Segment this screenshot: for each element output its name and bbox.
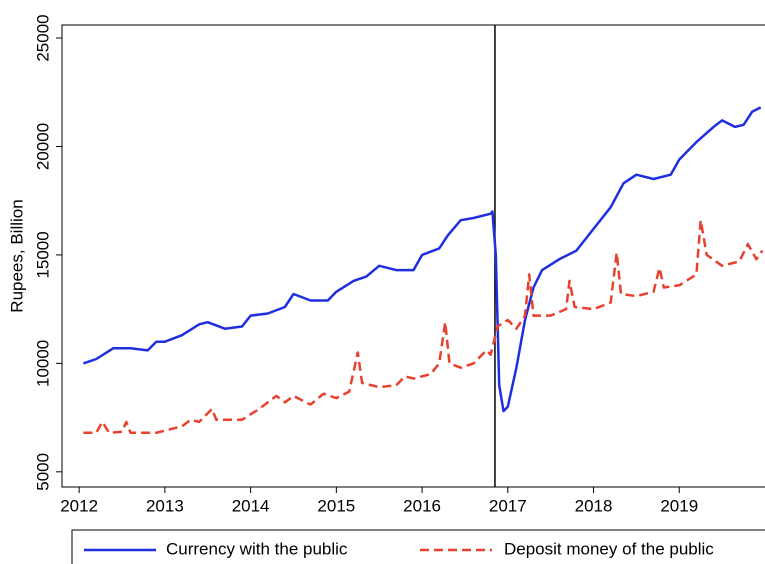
- y-tick-label: 10000: [33, 340, 52, 387]
- plot-frame: [61, 24, 765, 488]
- x-tick-label: 2013: [146, 496, 184, 515]
- x-tick-label: 2017: [489, 496, 527, 515]
- legend-box: [71, 529, 765, 564]
- y-tick-label: 25000: [33, 14, 52, 61]
- series-line: [83, 218, 764, 435]
- x-tick-label: 2015: [317, 496, 355, 515]
- x-tick-label: 2018: [575, 496, 613, 515]
- y-tick-label: 5000: [33, 453, 52, 491]
- legend-label: Currency with the public: [166, 539, 348, 558]
- series-line: [82, 106, 762, 413]
- x-tick-label: 2019: [660, 496, 698, 515]
- legend-label: Deposit money of the public: [504, 539, 714, 558]
- y-axis-label: Rupees, Billion: [7, 199, 26, 312]
- x-tick-label: 2012: [60, 496, 98, 515]
- x-tick-label: 2014: [232, 496, 270, 515]
- y-tick-label: 20000: [33, 123, 52, 170]
- x-tick-label: 2016: [403, 496, 441, 515]
- y-tick-label: 15000: [33, 231, 52, 278]
